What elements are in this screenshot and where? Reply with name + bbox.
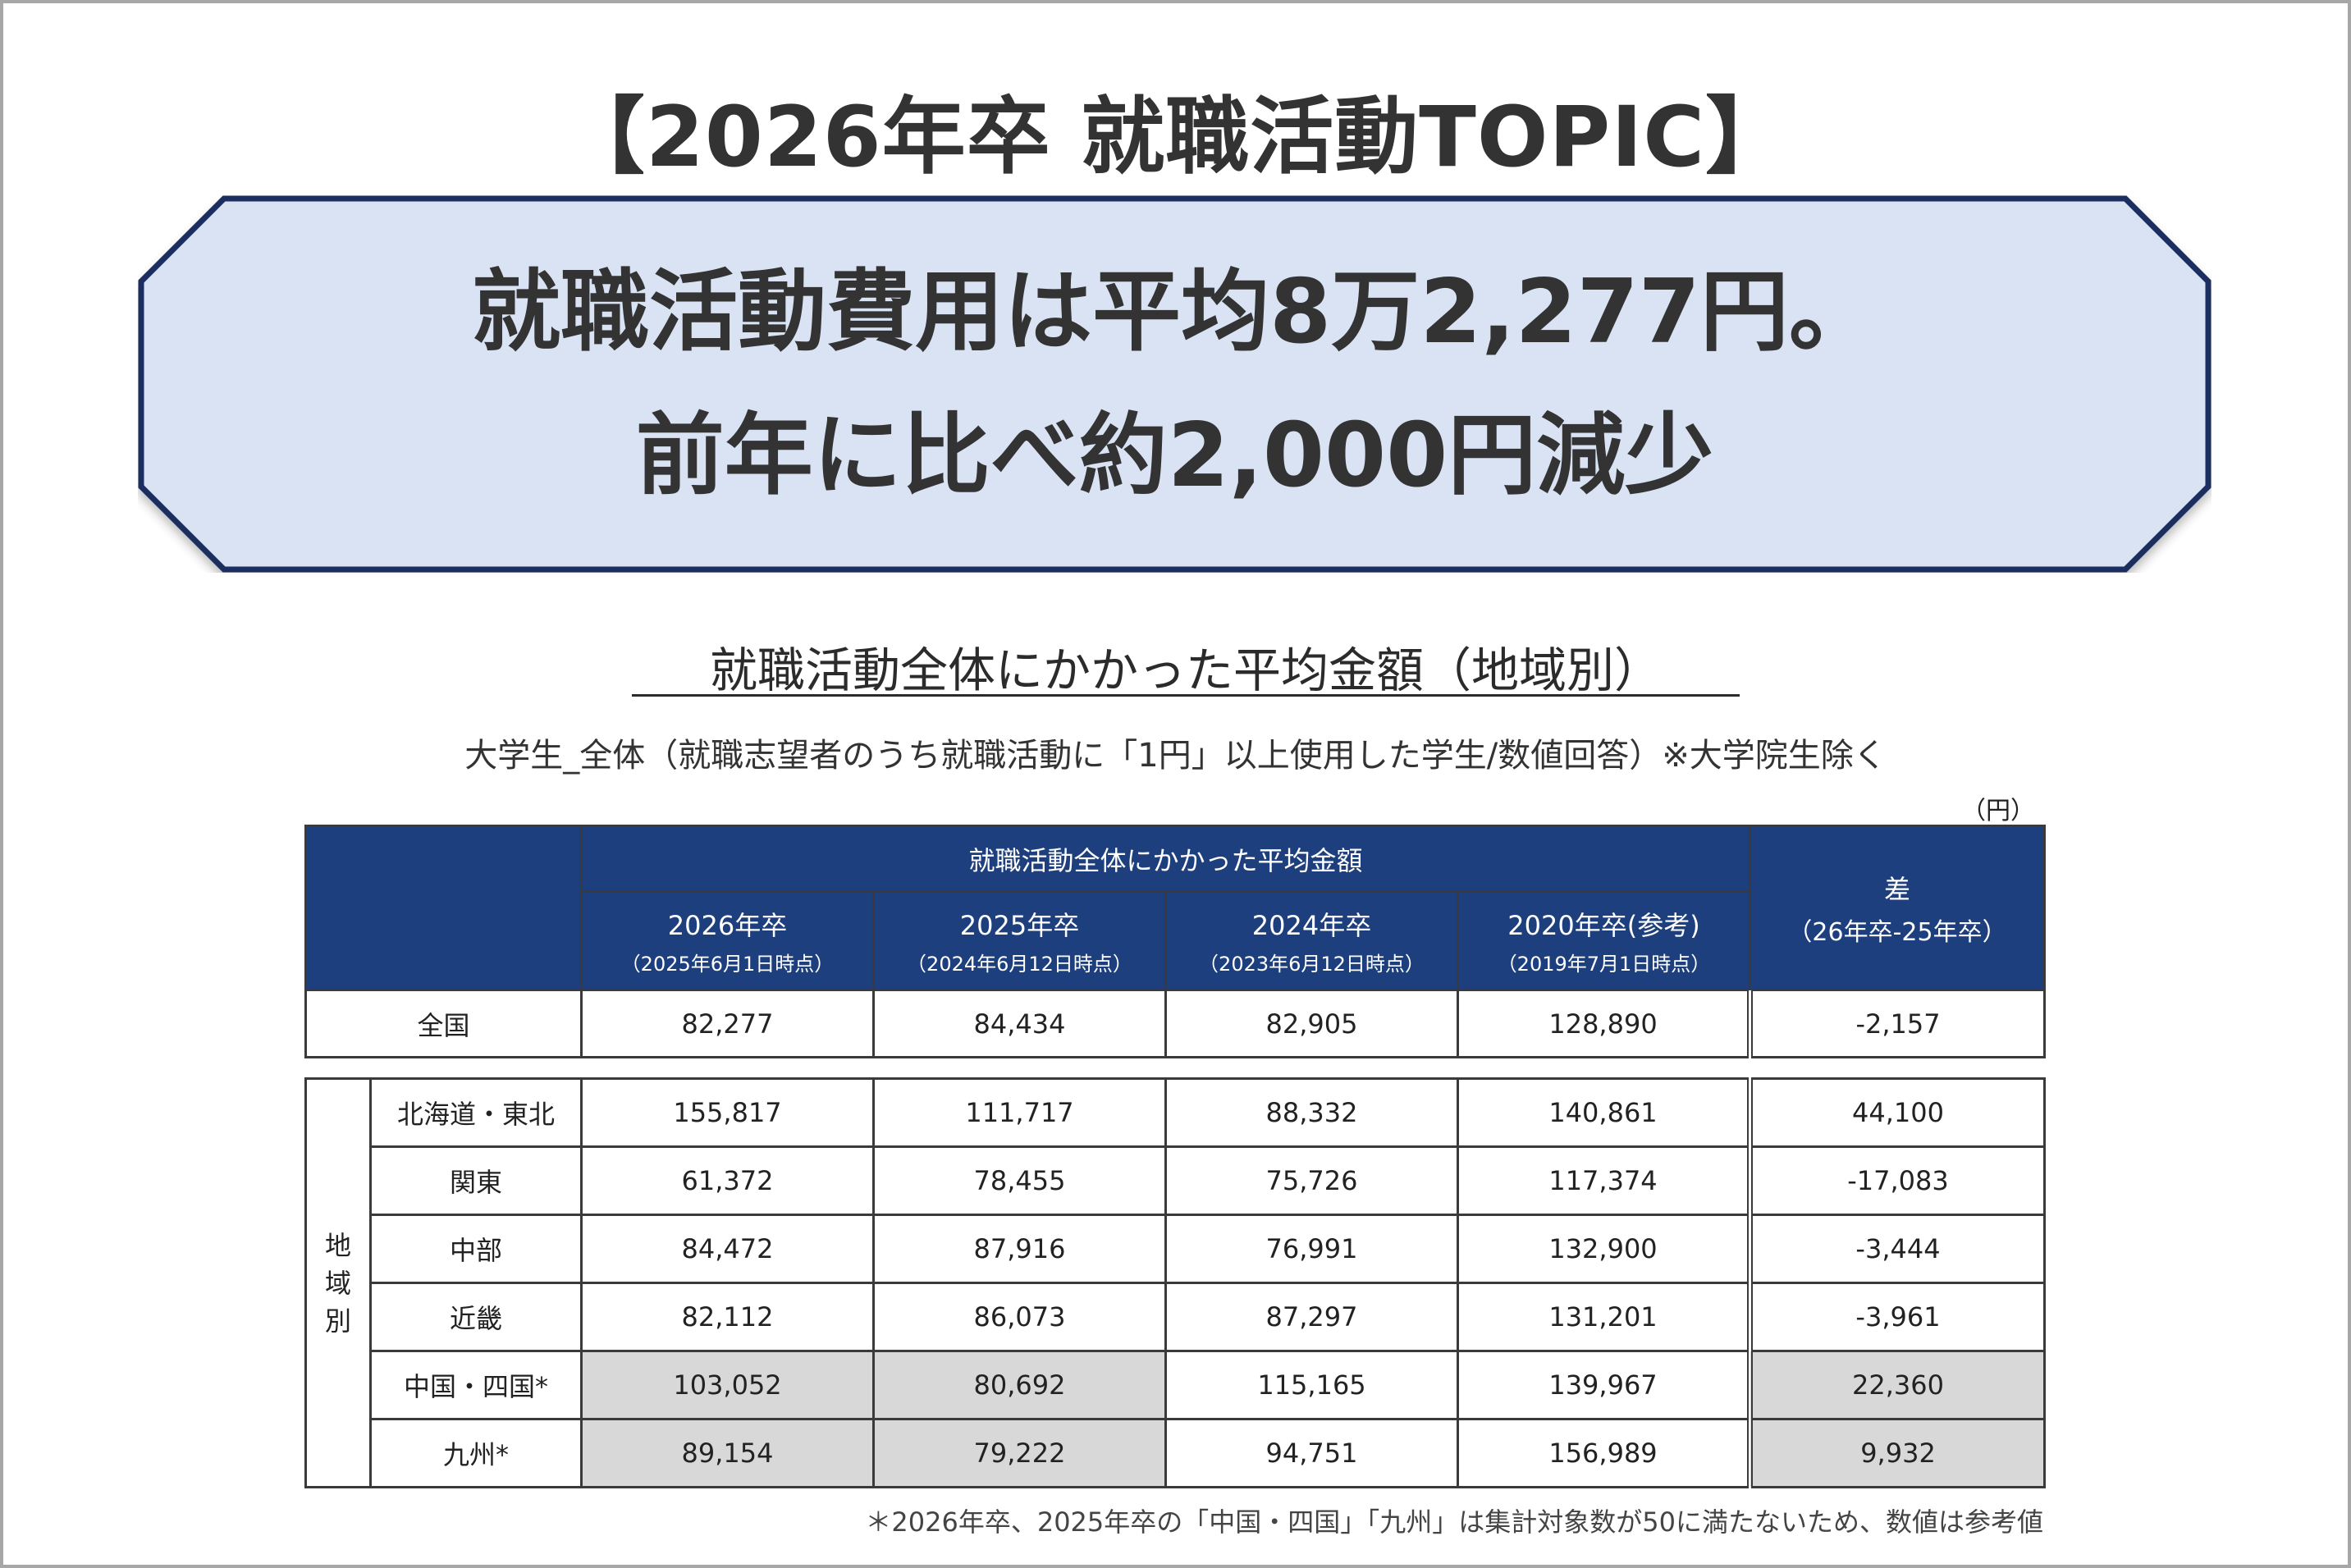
table-row-national: 全国 82,277 84,434 82,905 128,890 -2,157: [304, 989, 2047, 1058]
diff-cell: 44,100: [1747, 1077, 2046, 1148]
diff-header-sub: （26年卒-25年卒）: [1787, 917, 2007, 947]
table-cell-reference: 103,052: [580, 1350, 875, 1420]
table-cell: 156,989: [1457, 1418, 1751, 1488]
table-cell: 140,861: [1457, 1077, 1751, 1148]
unit-label: （円）: [1961, 797, 2035, 825]
table-cell-reference: 80,692: [872, 1350, 1167, 1420]
table-cell-reference: 89,154: [580, 1418, 875, 1488]
table-cell: 61,372: [580, 1145, 875, 1216]
diff-cell-reference: 9,932: [1747, 1418, 2046, 1488]
table-row: 関東 61,372 78,455 75,726 117,374 -17,083: [306, 1145, 2046, 1216]
region-group-char: 地: [324, 1229, 351, 1261]
diff-cell: -2,157: [1747, 989, 2047, 1058]
table-cell: 82,112: [580, 1282, 875, 1352]
table-cell: 82,905: [1164, 989, 1459, 1058]
table-cell: 131,201: [1457, 1282, 1751, 1352]
table-cell: 155,817: [580, 1077, 875, 1148]
headline-box: 就職活動費用は平均8万2,277円。 前年に比べ約2,000円減少: [138, 195, 2211, 573]
row-label: 中部: [369, 1214, 583, 1284]
column-header-label: 2020年卒(参考): [1507, 910, 1700, 941]
table-cell: 115,165: [1164, 1350, 1459, 1420]
table-cell: 139,967: [1457, 1350, 1751, 1420]
main-title: 【2026年卒 就職活動TOPIC】: [560, 89, 1791, 186]
table-cell: 84,434: [872, 989, 1167, 1058]
table-cell: 111,717: [872, 1077, 1167, 1148]
headline-octagon: [138, 195, 2211, 573]
group-header: 就職活動全体にかかった平均金額: [579, 825, 1752, 893]
table-row: 近畿 82,112 86,073 87,297 131,201 -3,961: [306, 1282, 2046, 1352]
footnote: ＊2026年卒、2025年卒の「中国・四国」「九州」は集計対象数が50に満たない…: [865, 1506, 2043, 1538]
national-table: 就職活動全体にかかった平均金額 差 （26年卒-25年卒） 2026年卒 （202…: [304, 825, 2047, 1058]
sample-note: 大学生_全体（就職志望者のうち就職活動に「1円」以上使用した学生/数値回答）※大…: [464, 737, 1887, 775]
column-header: 2026年卒 （2025年6月1日時点）: [580, 890, 875, 991]
table-cell: 75,726: [1164, 1145, 1459, 1216]
column-header-label: 2024年卒: [1251, 910, 1372, 941]
section-title: 就職活動全体にかかった平均金額（地域別）: [709, 642, 1662, 698]
region-group-label: 地 域 別: [304, 1077, 372, 1488]
column-header: 2020年卒(参考) （2019年7月1日時点）: [1456, 890, 1752, 991]
diff-header: 差 （26年卒-25年卒）: [1749, 825, 2047, 991]
diff-cell: -3,444: [1747, 1214, 2046, 1284]
table-cell: 86,073: [872, 1282, 1167, 1352]
table-row: 中国・四国* 103,052 80,692 115,165 139,967 22…: [306, 1350, 2046, 1420]
table-cell: 94,751: [1164, 1418, 1459, 1488]
table-row: 九州* 89,154 79,222 94,751 156,989 9,932: [306, 1418, 2046, 1488]
table-row: 地 域 別 北海道・東北 155,817 111,717 88,332 140,…: [304, 1077, 2046, 1488]
table-cell: 78,455: [872, 1145, 1167, 1216]
header-corner-cell: [304, 825, 583, 991]
column-header-sub: （2019年7月1日時点）: [1497, 953, 1711, 976]
table-cell: 87,916: [872, 1214, 1167, 1284]
column-header-sub: （2025年6月1日時点）: [620, 953, 835, 976]
table-cell: 76,991: [1164, 1214, 1459, 1284]
diff-cell: -17,083: [1747, 1145, 2046, 1216]
column-header-label: 2025年卒: [959, 910, 1080, 941]
region-group-char: 別: [324, 1305, 351, 1337]
column-header-sub: （2023年6月12日時点）: [1199, 953, 1425, 976]
headline-line-1: 就職活動費用は平均8万2,277円。: [472, 261, 1878, 363]
headline-text: 就職活動費用は平均8万2,277円。 前年に比べ約2,000円減少: [138, 195, 2211, 573]
table-cell: 87,297: [1164, 1282, 1459, 1352]
row-label: 近畿: [369, 1282, 583, 1352]
column-header-sub: （2024年6月12日時点）: [907, 953, 1132, 976]
table-cell: 82,277: [580, 989, 875, 1058]
table-cell: 88,332: [1164, 1077, 1459, 1148]
row-label: 全国: [304, 989, 583, 1058]
table-row: 中部 84,472 87,916 76,991 132,900 -3,444: [306, 1214, 2046, 1284]
row-label: 中国・四国*: [369, 1350, 583, 1420]
column-header-label: 2026年卒: [667, 910, 788, 941]
table-cell: 132,900: [1457, 1214, 1751, 1284]
row-label: 関東: [369, 1145, 583, 1216]
regional-table: 地 域 別 北海道・東北 155,817 111,717 88,332 140,…: [304, 1077, 2046, 1488]
region-group-char: 域: [324, 1267, 351, 1299]
row-label: 北海道・東北: [369, 1077, 583, 1148]
table-cell: 128,890: [1456, 989, 1752, 1058]
section-title-underline: [632, 694, 1740, 697]
column-header: 2024年卒 （2023年6月12日時点）: [1164, 890, 1459, 991]
headline-line-2: 前年に比べ約2,000円減少: [635, 405, 1714, 507]
diff-header-label: 差: [1884, 873, 1911, 905]
row-label: 九州*: [369, 1418, 583, 1488]
column-header: 2025年卒 （2024年6月12日時点）: [872, 890, 1167, 991]
table-cell: 117,374: [1457, 1145, 1751, 1216]
table-cell: 84,472: [580, 1214, 875, 1284]
diff-cell-reference: 22,360: [1747, 1350, 2046, 1420]
diff-cell: -3,961: [1747, 1282, 2046, 1352]
table-cell-reference: 79,222: [872, 1418, 1167, 1488]
